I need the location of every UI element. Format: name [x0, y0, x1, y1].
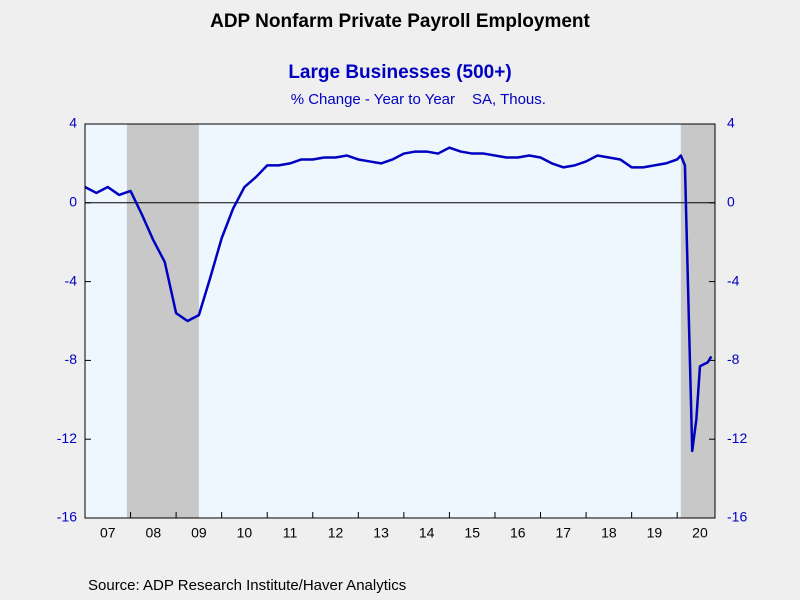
y2-tick-label: -8 [727, 351, 740, 367]
x-tick-label: 15 [464, 525, 480, 541]
y-tick-label: -8 [65, 351, 78, 367]
x-tick-label: 07 [100, 525, 116, 541]
chart-subtitle: Large Businesses (500+) [288, 62, 511, 83]
y-tick-label: -4 [65, 272, 78, 288]
x-tick-label: 20 [692, 525, 708, 541]
y2-tick-label: -4 [727, 272, 740, 288]
x-tick-label: 13 [373, 525, 389, 541]
y-tick-label: 0 [69, 194, 77, 210]
y2-tick-label: -12 [727, 430, 747, 446]
x-tick-label: 09 [191, 525, 207, 541]
y2-tick-label: 0 [727, 194, 735, 210]
y2-tick-label: -16 [727, 509, 747, 525]
y-tick-label: -12 [57, 430, 77, 446]
y-label: % Change - Year to Year [291, 91, 455, 108]
data-line [84, 146, 713, 453]
y-tick-label: 4 [69, 115, 77, 131]
y2-tick-label: 4 [727, 115, 735, 131]
y-tick-label: -16 [57, 509, 77, 525]
units: SA, Thous. [472, 91, 546, 108]
x-tick-label: 16 [510, 525, 526, 541]
x-tick-label: 11 [283, 525, 298, 541]
x-tick-label: 17 [556, 525, 572, 541]
x-tick-label: 19 [647, 525, 663, 541]
x-tick-label: 14 [419, 525, 435, 541]
x-tick-label: 12 [328, 525, 344, 541]
x-tick-label: 08 [146, 525, 162, 541]
x-tick-label: 10 [237, 525, 253, 541]
chart-title: ADP Nonfarm Private Payroll Employment [210, 11, 590, 32]
source: Source: ADP Research Institute/Haver Ana… [88, 577, 406, 594]
plot-frame [84, 123, 716, 519]
x-tick-label: 18 [601, 525, 617, 541]
